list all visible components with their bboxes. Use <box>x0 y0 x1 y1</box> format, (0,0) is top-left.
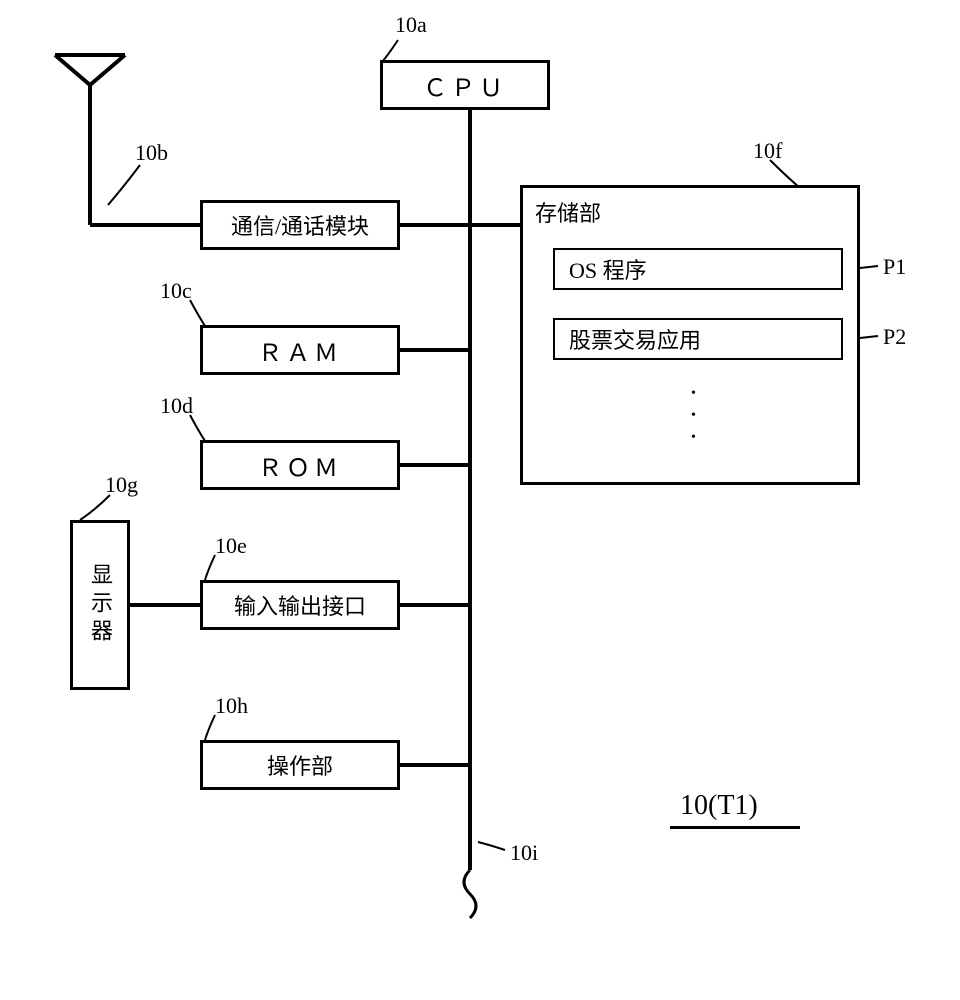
storage-item-os: OS 程序 <box>553 248 843 290</box>
display-ref: 10g <box>105 472 138 498</box>
comm-block: 通信/通话模块 <box>200 200 400 250</box>
cpu-label: ＣＰＵ <box>423 68 507 103</box>
op-label: 操作部 <box>267 749 333 781</box>
display-label: 显示器 <box>84 563 116 647</box>
rom-label: ＲＯＭ <box>258 448 342 483</box>
cpu-ref: 10a <box>395 12 427 38</box>
io-label: 输入输出接口 <box>234 589 366 621</box>
ram-ref: 10c <box>160 278 192 304</box>
comm-ref: 10b <box>135 140 168 166</box>
io-ref: 10e <box>215 533 247 559</box>
ram-block: ＲＡＭ <box>200 325 400 375</box>
bus-ref: 10i <box>510 840 538 866</box>
storage-title: 存储部 <box>535 196 601 228</box>
io-block: 输入输出接口 <box>200 580 400 630</box>
storage-p1-ref: P1 <box>883 254 906 280</box>
storage-ellipsis: ••• <box>691 383 696 449</box>
op-ref: 10h <box>215 693 248 719</box>
storage-ref: 10f <box>753 138 782 164</box>
storage-item-os-label: OS 程序 <box>569 253 647 285</box>
storage-block: 存储部 OS 程序 股票交易应用 ••• <box>520 185 860 485</box>
op-block: 操作部 <box>200 740 400 790</box>
rom-block: ＲＯＭ <box>200 440 400 490</box>
diagram-canvas: ＣＰＵ 10a 通信/通话模块 10b ＲＡＭ 10c ＲＯＭ 10d 输入输出… <box>0 0 960 1000</box>
figure-ref: 10(T1) <box>680 790 758 822</box>
storage-p2-ref: P2 <box>883 324 906 350</box>
rom-ref: 10d <box>160 393 193 419</box>
storage-item-stock: 股票交易应用 <box>553 318 843 360</box>
ram-label: ＲＡＭ <box>258 333 342 368</box>
figure-ref-underline <box>670 826 800 829</box>
cpu-block: ＣＰＵ <box>380 60 550 110</box>
display-block: 显示器 <box>70 520 130 690</box>
storage-item-stock-label: 股票交易应用 <box>569 323 701 355</box>
comm-label: 通信/通话模块 <box>231 209 369 241</box>
